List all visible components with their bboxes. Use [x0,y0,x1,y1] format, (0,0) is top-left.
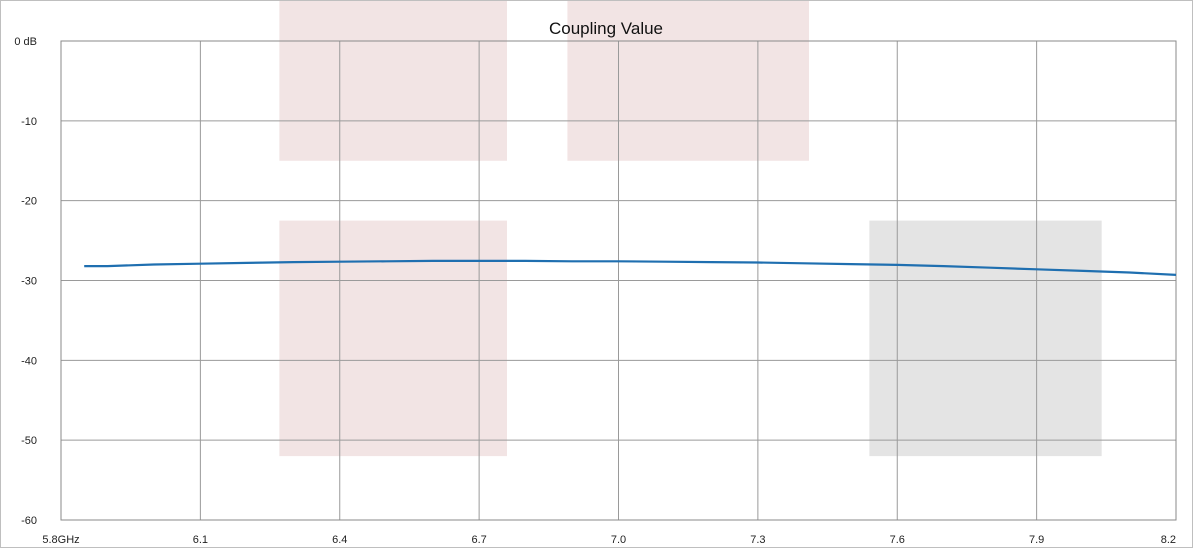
y-tick-label-4: -40 [21,355,37,367]
chart-title: Coupling Value [549,19,663,38]
y-tick-labels: 0 dB -10 -20 -30 -40 -50 -60 [14,36,37,527]
x-tick-label-5: 7.3 [750,534,765,546]
series-line-1 [84,259,1177,276]
x-tick-label-7: 7.9 [1029,534,1044,546]
shaded-region-3 [279,220,507,457]
x-tick-label-4: 7.0 [611,534,626,546]
y-tick-label-0: 0 dB [14,36,37,48]
y-tick-label-5: -50 [21,435,37,447]
y-tick-label-2: -20 [21,196,37,208]
x-tick-label-8: 8.2 [1161,534,1176,546]
plot-frame [60,40,1177,521]
x-tick-label-3: 6.7 [471,534,486,546]
y-tick-label-3: -30 [21,276,37,288]
x-tick-label-1: 6.1 [193,534,208,546]
y-tick-label-6: -60 [21,515,37,527]
shaded-region-2 [567,0,809,161]
x-tick-label-6: 7.6 [890,534,905,546]
y-tick-label-1: -10 [21,116,37,128]
shaded-region-4 [869,220,1102,457]
shaded-region-1 [279,0,507,161]
x-tick-label-2: 6.4 [332,534,347,546]
shaded-regions [279,0,1102,457]
x-tick-labels: 5.8GHz 6.1 6.4 6.7 7.0 7.3 7.6 7.9 8.2 [42,534,1176,546]
series-layer [84,259,1177,276]
x-tick-label-0: 5.8GHz [42,534,79,546]
